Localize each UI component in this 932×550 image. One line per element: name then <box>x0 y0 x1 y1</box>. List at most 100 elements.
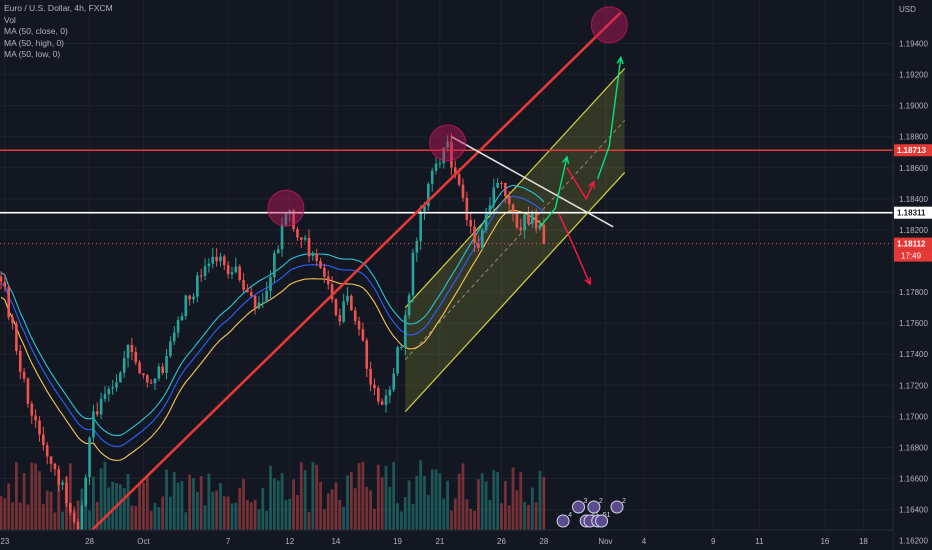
candle-body <box>176 320 180 333</box>
volume-bar <box>195 491 199 530</box>
candle-body <box>477 243 480 249</box>
volume-bar <box>338 500 342 530</box>
volume-bar <box>61 511 64 530</box>
candle-body <box>142 373 145 376</box>
time-tick-label: 16 <box>820 537 829 546</box>
volume-bar <box>311 462 315 530</box>
volume-bar <box>292 479 295 530</box>
volume-bar <box>473 510 476 530</box>
price-label-resistance: 1.18713 <box>897 146 926 155</box>
volume-bar <box>538 470 542 530</box>
event-circle <box>595 514 609 528</box>
volume-bar <box>507 505 511 530</box>
event-icon[interactable]: 1 <box>595 512 611 528</box>
volume-bar <box>392 461 396 530</box>
volume-bar <box>500 503 503 530</box>
event-icon[interactable]: 2 <box>610 498 626 514</box>
volume-bar <box>426 494 430 530</box>
forecast-down-arrow-head <box>584 277 592 286</box>
price-tick-label: 1.17200 <box>899 381 928 390</box>
time-tick-label: Oct <box>137 537 150 546</box>
volume-bar <box>376 464 380 530</box>
candle-body <box>492 187 496 206</box>
volume-bar <box>415 475 419 530</box>
candle-body <box>57 469 61 485</box>
volume-bar <box>53 512 57 530</box>
candle-body <box>45 445 49 457</box>
volume-bar <box>488 499 492 530</box>
time-tick-label: 4 <box>642 537 647 546</box>
volume-bar <box>388 486 392 530</box>
candle-body <box>172 332 176 342</box>
price-tick-label: 1.18400 <box>899 195 928 204</box>
legend-ma-low[interactable]: MA (50, low, 0) <box>4 49 61 59</box>
candle-body <box>119 372 122 383</box>
candle-body <box>315 253 318 261</box>
highlight-circle <box>590 6 628 44</box>
candle-body <box>0 276 3 282</box>
legend-volume[interactable]: Vol <box>4 14 16 25</box>
volume-bar <box>438 473 442 530</box>
candle-body <box>199 275 203 277</box>
candle-body <box>149 382 153 384</box>
candle-body <box>169 341 172 356</box>
volume-bar <box>503 481 507 530</box>
candle-body <box>403 315 407 348</box>
volume-bar <box>296 494 299 530</box>
candle-body <box>188 295 191 300</box>
candle-body <box>511 204 515 214</box>
candle-body <box>407 295 411 316</box>
volume-bar <box>246 500 249 530</box>
volume-bar <box>215 490 218 530</box>
volume-bar <box>253 499 257 530</box>
candle-body <box>369 368 372 385</box>
volume-bar <box>103 462 107 530</box>
volume-bar <box>430 469 434 530</box>
price-axis-bg <box>893 0 932 550</box>
time-tick-label: 18 <box>859 537 868 546</box>
time-tick-label: 11 <box>755 537 764 546</box>
candle-body <box>157 366 161 379</box>
candle-body <box>230 272 234 275</box>
volume-bar <box>453 498 457 530</box>
volume-bar <box>153 502 157 530</box>
candle-body <box>92 411 95 438</box>
volume-bar <box>118 484 122 530</box>
event-circle <box>610 500 624 514</box>
event-icon[interactable]: 4 <box>556 512 572 528</box>
candle-body <box>542 224 546 244</box>
event-badge: 4 <box>568 512 572 519</box>
legend-ma-close[interactable]: MA (50, close, 0) <box>4 26 68 36</box>
volume-bar <box>0 496 3 530</box>
volume-bar <box>161 496 165 530</box>
volume-bar <box>442 498 446 530</box>
volume-bar <box>45 490 49 530</box>
volume-bar <box>203 505 207 530</box>
volume-bar <box>30 462 34 530</box>
event-icon[interactable]: 3 <box>572 498 588 514</box>
volume-bar <box>88 510 91 530</box>
volume-bar <box>323 509 326 530</box>
event-icons[interactable]: 43412512 <box>556 498 626 528</box>
legend-symbol[interactable]: Euro / U.S. Dollar, 4h, FXCM <box>4 3 113 13</box>
price-tick-label: 1.18600 <box>899 164 928 173</box>
volume-bar <box>307 512 311 530</box>
candle-body <box>507 196 511 205</box>
candle-body <box>534 212 538 229</box>
volume-bar <box>315 464 319 530</box>
candle-body <box>49 456 53 464</box>
volume-bar <box>457 473 461 530</box>
volume-bar <box>238 487 242 530</box>
drawings <box>0 6 893 545</box>
candle-body <box>504 183 507 197</box>
channel-mid-line <box>404 120 626 361</box>
forecast-up-arrow <box>539 156 568 228</box>
volume-bar <box>446 480 449 530</box>
candle-body <box>334 299 338 316</box>
candle-body <box>203 266 207 276</box>
legend-ma-high[interactable]: MA (50, high, 0) <box>4 37 65 48</box>
candle-body <box>323 267 326 277</box>
event-icon[interactable]: 2 <box>587 498 603 514</box>
